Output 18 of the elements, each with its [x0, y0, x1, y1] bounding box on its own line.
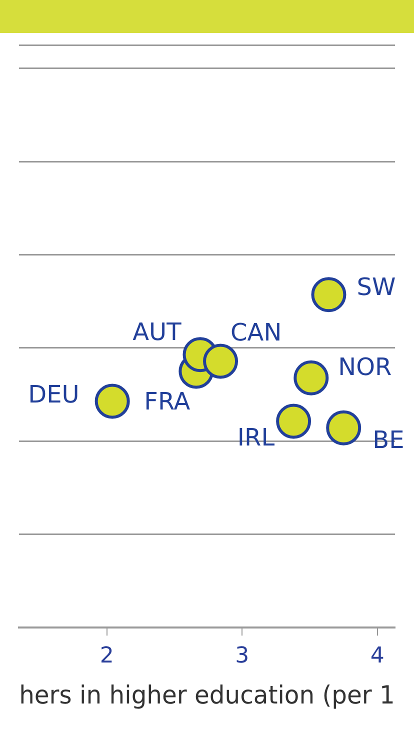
annotation: SW — [356, 272, 396, 301]
point — [94, 384, 130, 419]
x-tick-label: 4 — [370, 644, 384, 669]
annotation: IRL — [237, 423, 276, 452]
annotation: CAN — [230, 318, 282, 347]
point — [326, 410, 362, 446]
annotation: DEU — [28, 380, 80, 408]
point — [276, 404, 312, 439]
annotation: AUT — [132, 318, 182, 346]
point — [294, 360, 329, 396]
point — [311, 277, 346, 312]
point — [203, 344, 238, 379]
annotation: FRA — [144, 387, 191, 416]
annotation: NOR — [338, 353, 392, 382]
x-axis-title: hers in higher education (per 1 — [19, 680, 395, 710]
x-tick-label: 2 — [100, 644, 114, 669]
annotation: BE — [372, 426, 404, 454]
x-tick-label: 3 — [235, 644, 250, 669]
